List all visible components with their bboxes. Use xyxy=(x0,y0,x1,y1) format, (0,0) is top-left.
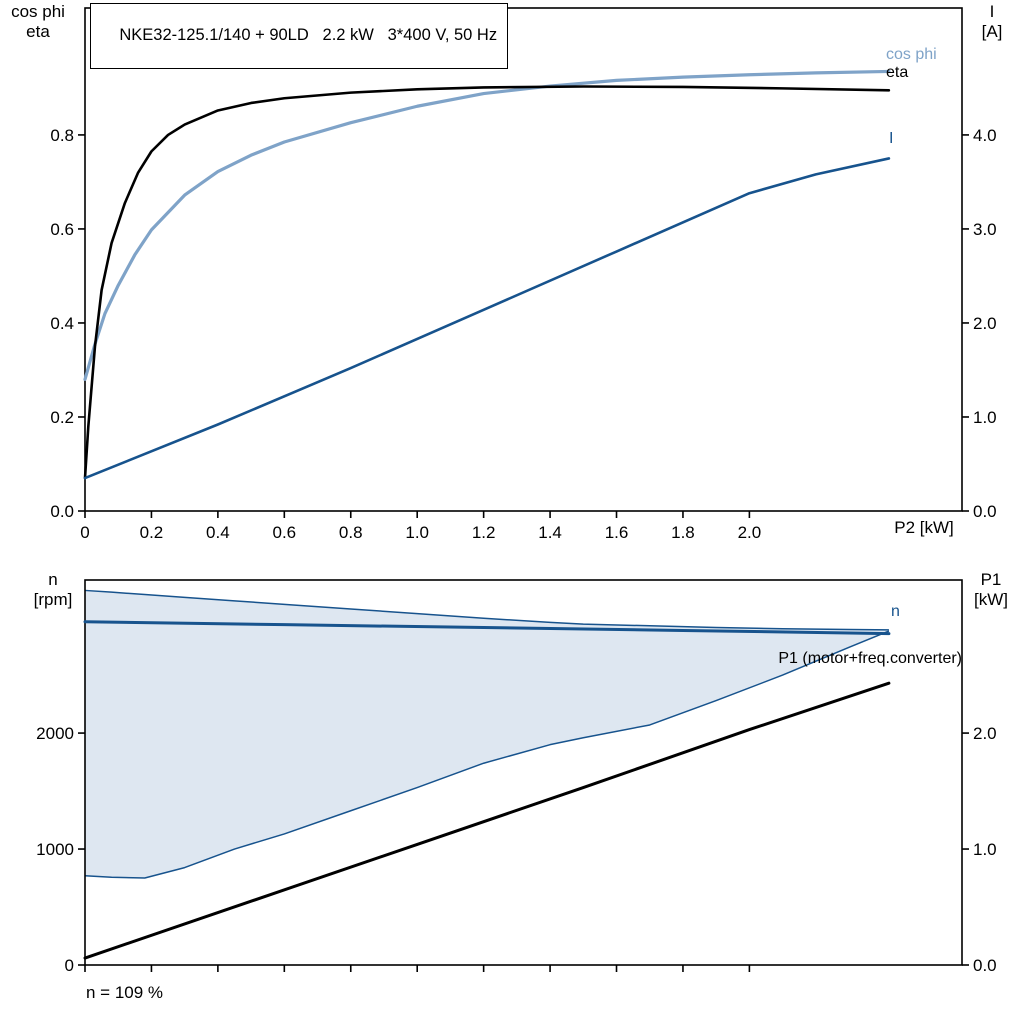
plot-frame xyxy=(84,579,963,966)
x-axis-label: P2 [kW] xyxy=(894,518,954,537)
left-tick-label: 1000 xyxy=(36,840,74,859)
chart-title-box: NKE32-125.1/140 + 90LD 2.2 kW 3*400 V, 5… xyxy=(90,3,509,69)
left-axis-title-top: cos phi eta xyxy=(4,2,72,43)
series-n xyxy=(83,620,891,636)
chart-title: NKE32-125.1/140 + 90LD 2.2 kW 3*400 V, 5… xyxy=(119,26,498,44)
left-tick-label: 2000 xyxy=(36,724,74,743)
left-axis-title-bottom: n [rpm] xyxy=(20,570,86,611)
right-axis-title-top: I [A] xyxy=(964,2,1020,43)
left-axis-title-line1: cos phi xyxy=(11,2,65,21)
x-tick-label: 1.6 xyxy=(605,523,629,542)
x-tick-label: 1.2 xyxy=(472,523,496,542)
right-tick-label: 0.0 xyxy=(973,502,997,521)
right-axis-title-line1: I xyxy=(989,2,995,21)
left-tick-label: 0.0 xyxy=(50,502,74,521)
right-tick-label: 2.0 xyxy=(973,724,997,743)
right-axis-title-line1: P1 xyxy=(980,570,1002,589)
x-tick-label: 1.4 xyxy=(538,523,562,542)
left-tick-label: 0.6 xyxy=(50,220,74,239)
series-i xyxy=(83,157,891,480)
series-cos-phi xyxy=(83,69,891,381)
right-tick-label: 2.0 xyxy=(973,314,997,333)
x-tick-label: 0.4 xyxy=(206,523,230,542)
eta-curve-label: eta xyxy=(886,64,909,81)
x-tick-label: 1.8 xyxy=(671,523,695,542)
right-tick-label: 3.0 xyxy=(973,220,997,239)
left-axis-title-line2: [rpm] xyxy=(33,590,73,610)
plot-frame xyxy=(84,7,963,512)
band-lower-edge xyxy=(84,630,890,879)
cos-phi-curve-label: cos phi xyxy=(886,46,937,63)
series-p1-motor-freq-converter- xyxy=(83,681,891,960)
right-axis-title-line2: [kW] xyxy=(974,590,1008,610)
right-axis-title-bottom: P1 [kW] xyxy=(962,570,1020,611)
left-tick-label: 0.2 xyxy=(50,408,74,427)
x-tick-label: 2.0 xyxy=(738,523,762,542)
speed-range-band xyxy=(85,590,889,879)
speed-percentage-annotation: n = 109 % xyxy=(86,983,164,1002)
x-tick-label: 0.6 xyxy=(272,523,296,542)
right-tick-label: 1.0 xyxy=(973,408,997,427)
right-axis-title-line2: [A] xyxy=(981,22,1003,42)
band-upper-edge xyxy=(84,589,889,631)
panel-bottom: 0 1000 2000 0.0 1.0 2.0 xyxy=(36,579,997,975)
left-tick-label: 0.8 xyxy=(50,126,74,145)
left-axis-title-line2: eta xyxy=(26,22,50,42)
left-tick-label: 0.4 xyxy=(50,314,74,333)
x-tick-label: 1.0 xyxy=(405,523,429,542)
x-tick-label: 0.8 xyxy=(339,523,363,542)
right-tick-label: 4.0 xyxy=(973,126,997,145)
series-eta xyxy=(83,85,891,480)
x-tick-label: 0 xyxy=(80,523,89,542)
left-tick-label: 0 xyxy=(65,956,74,975)
left-axis-title-line1: n xyxy=(48,570,58,589)
current-curve-label: I xyxy=(889,130,894,147)
right-tick-label: 0.0 xyxy=(973,956,997,975)
x-tick-label: 0.2 xyxy=(140,523,164,542)
speed-curve-label: n xyxy=(891,603,900,620)
p1-curve-label: P1 (motor+freq.converter) xyxy=(778,650,962,667)
right-tick-label: 1.0 xyxy=(973,840,997,859)
panel-top: 0.0 0.2 0.4 0.6 0.8 0.0 1.0 2.0 3.0 4.0 0 0.2 0.4 0.6… xyxy=(50,7,997,542)
